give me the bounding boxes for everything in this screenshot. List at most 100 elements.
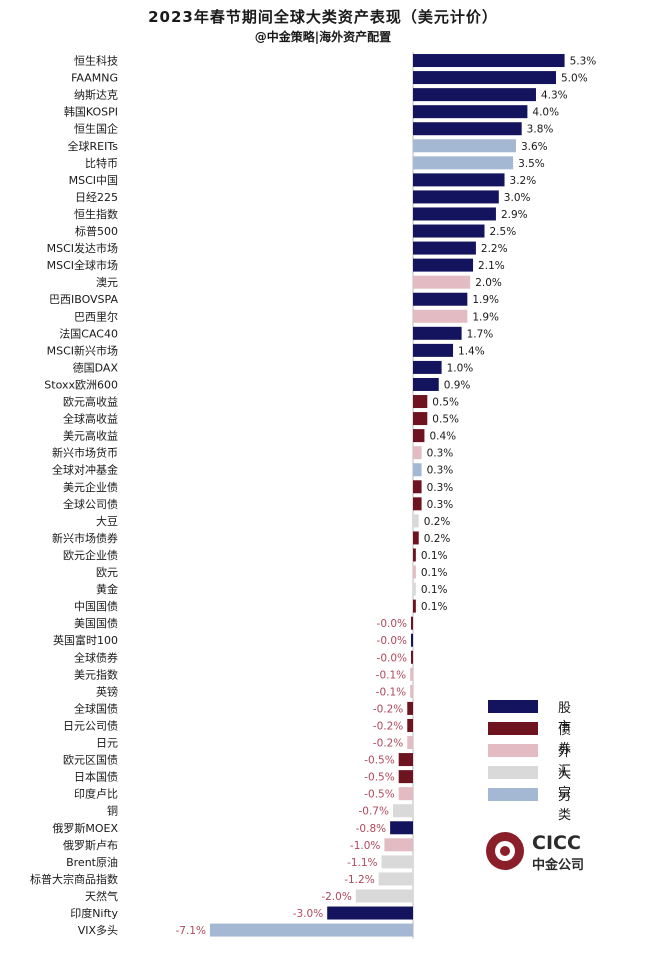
category-label: 中国国债 <box>74 599 118 613</box>
data-label: 1.0% <box>447 362 474 374</box>
data-label: 0.5% <box>432 414 459 426</box>
bar <box>398 787 413 801</box>
data-label: -0.2% <box>373 738 403 750</box>
data-label: 3.5% <box>518 158 545 170</box>
category-label: 印度Nifty <box>70 906 118 920</box>
category-label: MSCI新兴市场 <box>47 343 118 357</box>
bar <box>413 497 422 511</box>
bar <box>209 923 413 937</box>
bar <box>413 241 476 255</box>
bar <box>413 122 522 136</box>
category-label: 恒生国企 <box>74 122 118 136</box>
data-label: -0.5% <box>364 772 394 784</box>
bar <box>413 599 416 613</box>
category-label: 比特币 <box>85 156 118 170</box>
data-label: 1.9% <box>472 311 499 323</box>
data-label: -0.0% <box>377 618 407 630</box>
bar <box>413 173 505 187</box>
category-label: 日经225 <box>75 191 118 204</box>
category-label: 英国富时100 <box>53 633 118 647</box>
bar <box>413 292 468 306</box>
category-label: 全球高收益 <box>63 412 118 426</box>
data-label: 1.7% <box>467 328 494 340</box>
category-label: 日本国债 <box>74 770 118 784</box>
category-label: 巴西里尔 <box>74 310 118 323</box>
data-label: 0.3% <box>427 448 454 460</box>
bar <box>381 855 413 869</box>
data-label: 4.0% <box>532 107 559 119</box>
data-label: -0.2% <box>373 703 403 715</box>
category-label: MSCI中国 <box>69 174 118 187</box>
data-label: 0.3% <box>427 465 454 477</box>
bar <box>413 446 422 460</box>
bar <box>410 684 413 698</box>
category-label: 全球REITs <box>68 139 119 153</box>
bar <box>413 343 454 357</box>
legend-label: 大宗 <box>558 767 572 801</box>
data-label: -0.1% <box>376 686 406 698</box>
category-label: 印度卢比 <box>74 787 118 801</box>
bar <box>413 275 471 289</box>
data-label: -0.8% <box>356 823 386 835</box>
cicc-logo-dot <box>500 846 510 856</box>
category-label: 恒生指数 <box>74 207 118 221</box>
bar <box>413 412 428 426</box>
category-label: 欧元高收益 <box>63 395 118 409</box>
bar <box>413 207 496 221</box>
chart-title: 2023年春节期间全球大类资产表现（美元计价） <box>148 8 498 26</box>
category-label: 法国CAC40 <box>59 326 118 340</box>
bar <box>413 531 419 545</box>
category-label: 日元公司债 <box>63 718 118 732</box>
data-label: -0.1% <box>376 669 406 681</box>
bar <box>407 701 413 715</box>
category-label: 俄罗斯卢布 <box>63 839 118 852</box>
category-label: 标普大宗商品指数 <box>30 872 118 886</box>
data-label: 0.3% <box>427 482 454 494</box>
data-label: 2.2% <box>481 243 508 255</box>
data-label: 3.6% <box>521 141 548 153</box>
bar <box>413 395 428 409</box>
bar <box>413 326 462 340</box>
data-label: 2.1% <box>478 260 505 272</box>
data-label: 2.0% <box>475 277 502 289</box>
data-label: 5.3% <box>570 56 597 68</box>
category-label: 天然气 <box>85 889 118 903</box>
category-label: 欧元 <box>96 566 118 579</box>
data-label: 3.8% <box>527 124 554 136</box>
category-label: 日元 <box>96 737 118 750</box>
bar <box>378 872 413 886</box>
data-label: 3.2% <box>510 175 537 187</box>
data-label: 0.9% <box>444 379 471 391</box>
category-label: Stoxx欧洲600 <box>44 378 118 391</box>
category-label: 美元高收益 <box>63 429 118 443</box>
data-label: -1.0% <box>350 840 380 852</box>
category-label: 澳元 <box>96 276 118 289</box>
category-label: 铜 <box>107 804 118 818</box>
bar <box>413 309 468 323</box>
data-label: 0.1% <box>421 584 448 596</box>
category-label: 欧元企业债 <box>63 548 118 562</box>
category-label: 纳斯达克 <box>74 89 118 102</box>
data-label: -0.5% <box>364 789 394 801</box>
bar <box>407 718 413 732</box>
bar <box>413 156 514 170</box>
legend-swatch <box>488 722 538 735</box>
legend-swatch <box>488 766 538 779</box>
bar <box>410 667 413 681</box>
chart-subtitle: @中金策略|海外资产配置 <box>254 30 392 44</box>
data-label: -3.0% <box>293 908 323 920</box>
bar <box>413 224 485 238</box>
bar <box>327 906 413 920</box>
logo-text-en: CICC <box>532 832 581 854</box>
legend-swatch <box>488 744 538 757</box>
cicc-logo: CICC 中金公司 <box>486 830 606 876</box>
bar <box>411 616 413 630</box>
data-label: -0.7% <box>359 806 389 818</box>
bar <box>413 480 422 494</box>
category-label: 全球对冲基金 <box>52 463 118 477</box>
category-label: 美元指数 <box>74 667 118 681</box>
bar <box>413 105 528 119</box>
bar <box>413 463 422 477</box>
data-label: 0.4% <box>429 431 456 443</box>
category-label: MSCI全球市场 <box>47 258 118 272</box>
